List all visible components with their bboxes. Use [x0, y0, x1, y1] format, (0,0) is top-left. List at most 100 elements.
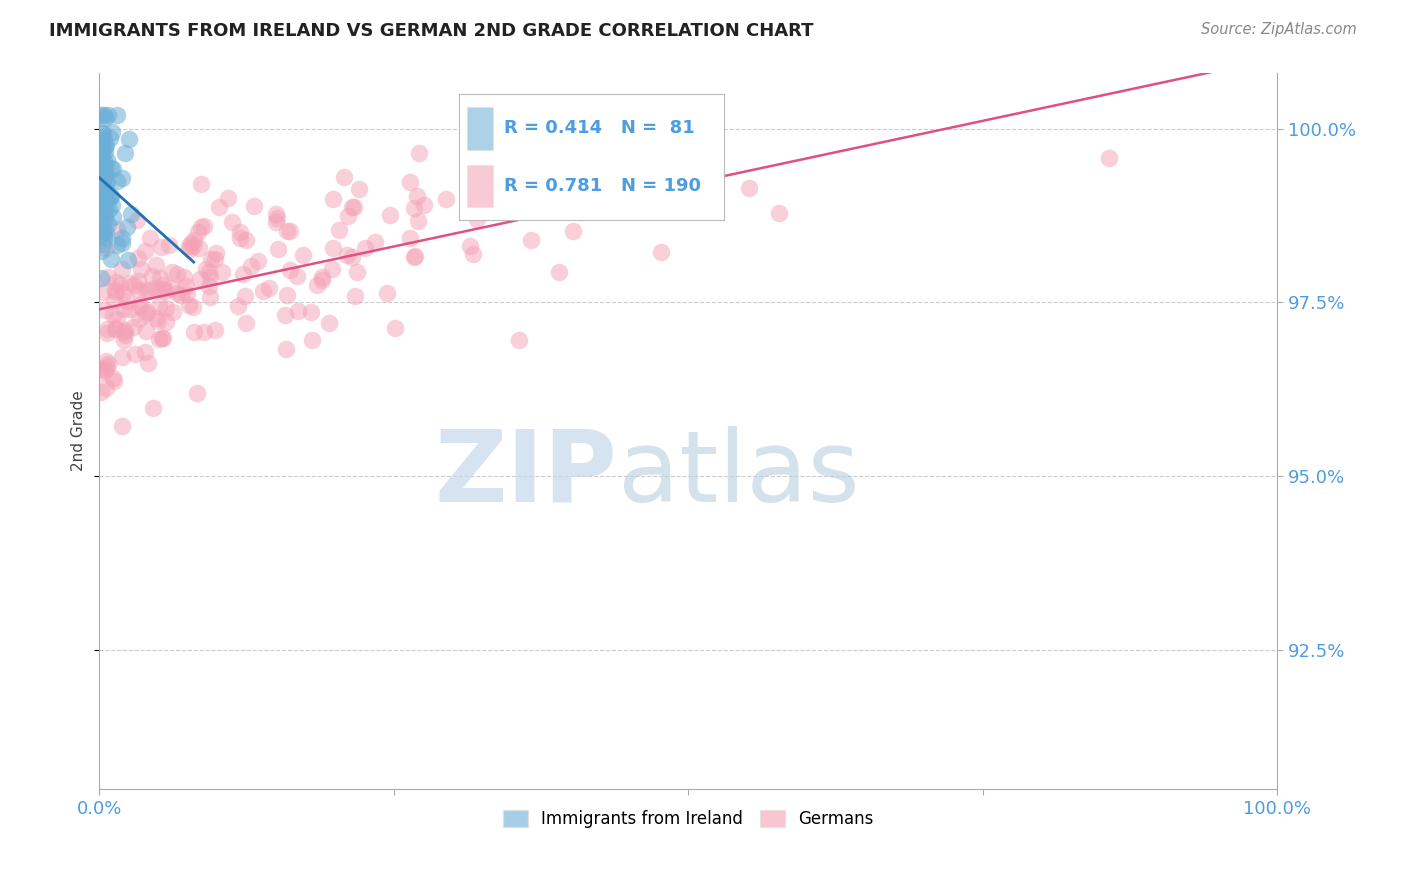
Point	[434, 192, 457, 206]
Point	[413, 198, 436, 212]
Point	[287, 304, 309, 318]
Point	[461, 246, 484, 260]
Point	[117, 293, 139, 308]
Point	[404, 249, 426, 263]
Point	[94, 211, 117, 226]
Point	[97, 357, 120, 371]
Point	[384, 320, 406, 334]
Point	[120, 206, 142, 220]
Y-axis label: 2nd Grade: 2nd Grade	[72, 391, 86, 472]
Point	[96, 359, 118, 374]
Point	[145, 258, 167, 272]
Point	[104, 285, 127, 300]
Point	[375, 286, 398, 301]
Point	[90, 384, 112, 399]
Point	[94, 241, 117, 255]
Point	[190, 178, 212, 192]
Point	[96, 353, 118, 368]
Point	[217, 191, 239, 205]
Point	[408, 146, 430, 161]
Point	[266, 211, 288, 225]
Point	[94, 195, 117, 210]
Point	[89, 158, 111, 172]
Point	[291, 248, 314, 262]
Point	[221, 214, 243, 228]
Point	[548, 265, 571, 279]
Point	[90, 126, 112, 140]
Point	[173, 269, 195, 284]
Text: ZIP: ZIP	[434, 425, 617, 523]
Point	[465, 211, 488, 226]
Point	[91, 194, 114, 209]
Point	[166, 285, 188, 300]
Point	[105, 108, 128, 122]
Point	[561, 224, 583, 238]
Point	[105, 311, 128, 326]
Point	[311, 269, 333, 284]
Point	[89, 137, 111, 152]
Point	[97, 108, 120, 122]
Point	[278, 263, 301, 277]
Point	[131, 301, 153, 315]
Point	[142, 401, 165, 415]
Point	[458, 239, 481, 253]
Point	[353, 241, 375, 255]
Point	[134, 345, 156, 359]
Point	[91, 200, 114, 214]
Point	[301, 333, 323, 347]
Point	[122, 277, 145, 292]
Point	[98, 131, 121, 145]
Point	[90, 162, 112, 177]
Point	[200, 252, 222, 267]
Point	[155, 315, 177, 329]
Point	[198, 279, 221, 293]
Point	[311, 273, 333, 287]
Point	[90, 166, 112, 180]
Point	[276, 287, 298, 301]
Point	[112, 333, 135, 347]
Point	[211, 264, 233, 278]
Point	[342, 200, 364, 214]
Point	[198, 264, 221, 278]
Point	[94, 194, 117, 208]
Point	[105, 275, 128, 289]
Point	[150, 331, 173, 345]
Point	[124, 347, 146, 361]
Point	[89, 361, 111, 376]
Point	[89, 145, 111, 160]
Point	[93, 201, 115, 215]
Point	[180, 236, 202, 251]
Point	[738, 180, 761, 194]
Point	[195, 261, 218, 276]
Point	[149, 271, 172, 285]
Point	[93, 188, 115, 202]
Point	[93, 285, 115, 299]
Point	[91, 126, 114, 140]
Point	[128, 311, 150, 326]
Point	[346, 265, 368, 279]
Point	[90, 180, 112, 194]
Point	[112, 325, 135, 339]
Point	[90, 108, 112, 122]
Point	[90, 139, 112, 153]
Point	[188, 271, 211, 285]
Point	[267, 243, 290, 257]
Point	[343, 200, 366, 214]
Point	[96, 322, 118, 336]
Point	[299, 305, 322, 319]
Point	[108, 278, 131, 293]
Point	[190, 219, 212, 234]
Point	[111, 231, 134, 245]
Point	[207, 200, 229, 214]
Point	[321, 262, 343, 277]
Point	[198, 289, 221, 303]
Point	[93, 363, 115, 377]
Text: atlas: atlas	[617, 425, 859, 523]
Point	[148, 332, 170, 346]
Point	[103, 293, 125, 308]
Point	[322, 193, 344, 207]
Point	[96, 381, 118, 395]
Point	[91, 157, 114, 171]
Point	[482, 202, 505, 216]
Point	[90, 157, 112, 171]
